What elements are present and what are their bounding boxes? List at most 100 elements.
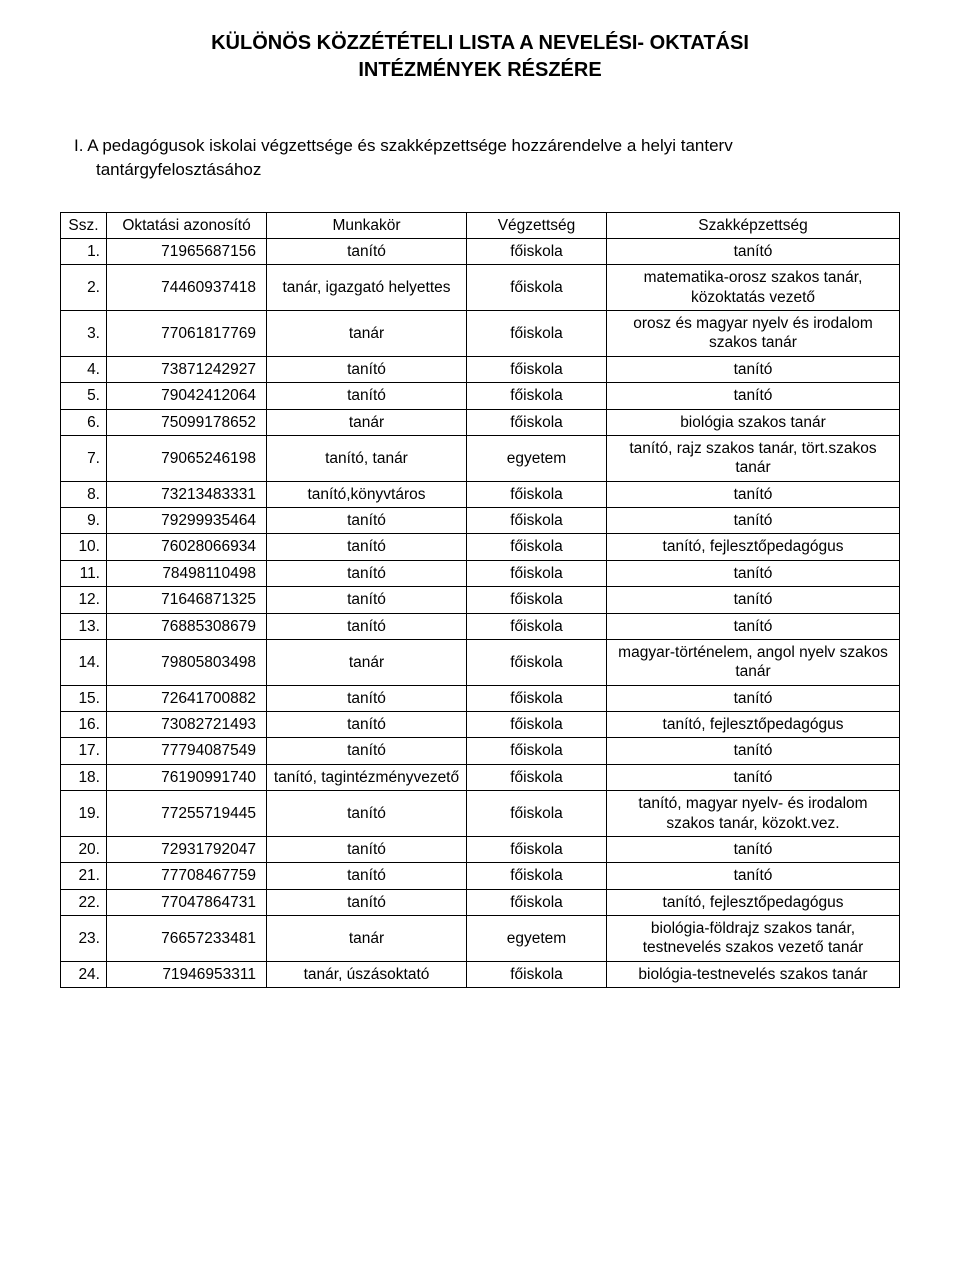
table-row: 12.71646871325tanítófőiskolatanító <box>61 587 900 613</box>
cell-ssz: 21. <box>61 863 107 889</box>
table-row: 14.79805803498tanárfőiskolamagyar-történ… <box>61 639 900 685</box>
table-row: 19.77255719445tanítófőiskolatanító, magy… <box>61 791 900 837</box>
table-row: 22.77047864731tanítófőiskolatanító, fejl… <box>61 889 900 915</box>
cell-munkakor: tanító, tagintézményvezető <box>267 764 467 790</box>
cell-id: 79299935464 <box>107 508 267 534</box>
cell-ssz: 16. <box>61 712 107 738</box>
cell-id: 73082721493 <box>107 712 267 738</box>
cell-id: 79805803498 <box>107 639 267 685</box>
cell-szakkepzettseg: tanító, fejlesztőpedagógus <box>607 889 900 915</box>
cell-vegzettseg: főiskola <box>467 238 607 264</box>
cell-szakkepzettseg: biológia-földrajz szakos tanár, testneve… <box>607 916 900 962</box>
cell-ssz: 15. <box>61 685 107 711</box>
cell-ssz: 6. <box>61 409 107 435</box>
table-row: 6.75099178652tanárfőiskolabiológia szako… <box>61 409 900 435</box>
cell-id: 76885308679 <box>107 613 267 639</box>
cell-vegzettseg: főiskola <box>467 409 607 435</box>
cell-ssz: 8. <box>61 481 107 507</box>
table-row: 2.74460937418tanár, igazgató helyettesfő… <box>61 265 900 311</box>
cell-szakkepzettseg: tanító <box>607 238 900 264</box>
section-subtitle: I. A pedagógusok iskolai végzettsége és … <box>60 134 900 182</box>
cell-ssz: 10. <box>61 534 107 560</box>
cell-szakkepzettseg: biológia szakos tanár <box>607 409 900 435</box>
cell-vegzettseg: főiskola <box>467 836 607 862</box>
cell-szakkepzettseg: tanító <box>607 587 900 613</box>
cell-ssz: 18. <box>61 764 107 790</box>
cell-id: 77794087549 <box>107 738 267 764</box>
cell-vegzettseg: főiskola <box>467 534 607 560</box>
page-title: KÜLÖNÖS KÖZZÉTÉTELI LISTA A NEVELÉSI- OK… <box>60 30 900 84</box>
table-header-row: Ssz. Oktatási azonosító Munkakör Végzett… <box>61 212 900 238</box>
cell-vegzettseg: főiskola <box>467 863 607 889</box>
cell-munkakor: tanító <box>267 685 467 711</box>
cell-munkakor: tanító <box>267 791 467 837</box>
cell-vegzettseg: főiskola <box>467 961 607 987</box>
cell-ssz: 13. <box>61 613 107 639</box>
cell-szakkepzettseg: orosz és magyar nyelv és irodalom szakos… <box>607 311 900 357</box>
cell-szakkepzettseg: tanító <box>607 481 900 507</box>
cell-szakkepzettseg: tanító <box>607 508 900 534</box>
cell-ssz: 3. <box>61 311 107 357</box>
cell-id: 76190991740 <box>107 764 267 790</box>
cell-szakkepzettseg: tanító <box>607 738 900 764</box>
cell-vegzettseg: főiskola <box>467 481 607 507</box>
cell-ssz: 12. <box>61 587 107 613</box>
table-row: 10.76028066934tanítófőiskolatanító, fejl… <box>61 534 900 560</box>
cell-id: 71646871325 <box>107 587 267 613</box>
cell-szakkepzettseg: tanító <box>607 560 900 586</box>
cell-munkakor: tanító <box>267 534 467 560</box>
cell-vegzettseg: egyetem <box>467 916 607 962</box>
table-row: 13.76885308679tanítófőiskolatanító <box>61 613 900 639</box>
table-row: 1.71965687156tanítófőiskolatanító <box>61 238 900 264</box>
cell-munkakor: tanító <box>267 587 467 613</box>
cell-munkakor: tanító, tanár <box>267 435 467 481</box>
cell-id: 77255719445 <box>107 791 267 837</box>
document-page: KÜLÖNÖS KÖZZÉTÉTELI LISTA A NEVELÉSI- OK… <box>0 0 960 1264</box>
cell-munkakor: tanár <box>267 916 467 962</box>
cell-id: 77061817769 <box>107 311 267 357</box>
table-row: 20.72931792047tanítófőiskolatanító <box>61 836 900 862</box>
table-row: 11.78498110498tanítófőiskolatanító <box>61 560 900 586</box>
cell-ssz: 22. <box>61 889 107 915</box>
cell-ssz: 11. <box>61 560 107 586</box>
title-line-2: INTÉZMÉNYEK RÉSZÉRE <box>358 59 601 81</box>
cell-ssz: 19. <box>61 791 107 837</box>
cell-ssz: 9. <box>61 508 107 534</box>
cell-vegzettseg: főiskola <box>467 508 607 534</box>
cell-vegzettseg: főiskola <box>467 639 607 685</box>
table-row: 18.76190991740tanító, tagintézményvezető… <box>61 764 900 790</box>
cell-vegzettseg: főiskola <box>467 560 607 586</box>
cell-ssz: 1. <box>61 238 107 264</box>
table-row: 8.73213483331tanító,könyvtárosfőiskolata… <box>61 481 900 507</box>
cell-ssz: 2. <box>61 265 107 311</box>
cell-id: 76028066934 <box>107 534 267 560</box>
table-row: 17.77794087549tanítófőiskolatanító <box>61 738 900 764</box>
cell-id: 73871242927 <box>107 356 267 382</box>
cell-id: 71965687156 <box>107 238 267 264</box>
cell-vegzettseg: főiskola <box>467 738 607 764</box>
cell-id: 72931792047 <box>107 836 267 862</box>
cell-id: 77708467759 <box>107 863 267 889</box>
cell-szakkepzettseg: tanító <box>607 836 900 862</box>
cell-id: 76657233481 <box>107 916 267 962</box>
cell-szakkepzettseg: tanító, rajz szakos tanár, tört.szakos t… <box>607 435 900 481</box>
cell-vegzettseg: főiskola <box>467 712 607 738</box>
cell-munkakor: tanító <box>267 356 467 382</box>
cell-id: 79042412064 <box>107 383 267 409</box>
cell-munkakor: tanár, igazgató helyettes <box>267 265 467 311</box>
cell-ssz: 5. <box>61 383 107 409</box>
cell-vegzettseg: főiskola <box>467 587 607 613</box>
cell-munkakor: tanító,könyvtáros <box>267 481 467 507</box>
cell-vegzettseg: főiskola <box>467 383 607 409</box>
cell-vegzettseg: főiskola <box>467 356 607 382</box>
table-row: 7.79065246198tanító, tanáregyetemtanító,… <box>61 435 900 481</box>
header-id: Oktatási azonosító <box>107 212 267 238</box>
cell-munkakor: tanító <box>267 738 467 764</box>
cell-munkakor: tanító <box>267 613 467 639</box>
cell-szakkepzettseg: tanító <box>607 685 900 711</box>
cell-szakkepzettseg: tanító, magyar nyelv- és irodalom szakos… <box>607 791 900 837</box>
cell-munkakor: tanító <box>267 889 467 915</box>
teachers-table: Ssz. Oktatási azonosító Munkakör Végzett… <box>60 212 900 989</box>
cell-szakkepzettseg: magyar-történelem, angol nyelv szakos ta… <box>607 639 900 685</box>
cell-id: 75099178652 <box>107 409 267 435</box>
